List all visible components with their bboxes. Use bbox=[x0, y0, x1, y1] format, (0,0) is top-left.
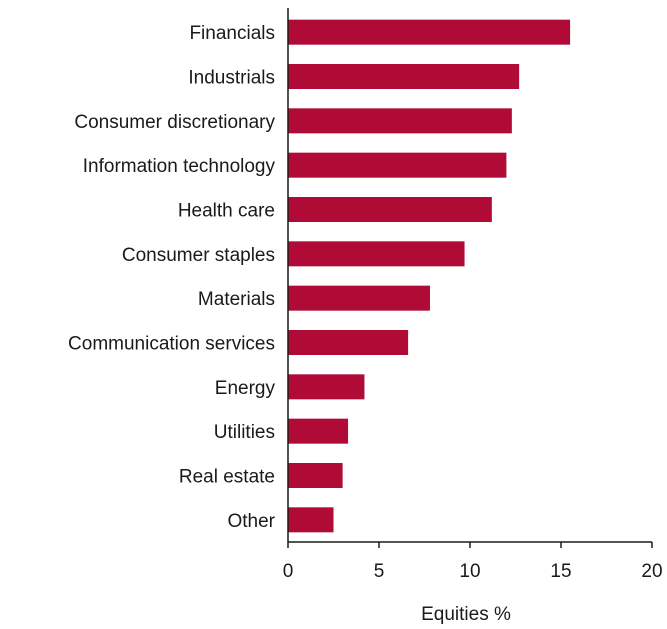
bar-materials bbox=[288, 285, 430, 311]
category-label: Consumer discretionary bbox=[74, 112, 275, 133]
bar-energy bbox=[288, 374, 365, 400]
category-label: Other bbox=[227, 511, 275, 532]
bar-information-technology bbox=[288, 152, 507, 178]
category-labels: Financials Industrials Consumer discretion… bbox=[68, 23, 276, 532]
category-label: Materials bbox=[198, 289, 275, 310]
category-label: Consumer staples bbox=[122, 245, 275, 266]
bar-industrials bbox=[288, 64, 520, 89]
bar-health-care bbox=[288, 197, 492, 222]
bar-utilities bbox=[288, 418, 349, 444]
x-tick-label: 0 bbox=[283, 561, 294, 582]
bar-other bbox=[288, 507, 334, 533]
category-label: Communication services bbox=[68, 334, 275, 355]
category-label: Industrials bbox=[188, 68, 275, 89]
category-label: Utilities bbox=[214, 422, 275, 443]
category-label: Information technology bbox=[83, 156, 276, 177]
category-label: Energy bbox=[215, 378, 276, 399]
bar-communication-services bbox=[288, 330, 409, 355]
x-tick-label: 20 bbox=[641, 561, 662, 582]
category-label: Health care bbox=[178, 201, 275, 222]
bar-consumer-staples bbox=[288, 241, 465, 267]
bar-real-estate bbox=[288, 463, 343, 488]
x-ticks: 0 5 10 15 20 bbox=[283, 542, 663, 582]
bar-consumer-discretionary bbox=[288, 108, 512, 134]
x-tick-label: 15 bbox=[550, 561, 571, 582]
bars-group bbox=[288, 19, 571, 533]
x-tick-label: 10 bbox=[459, 561, 480, 582]
x-tick-label: 5 bbox=[374, 561, 385, 582]
category-label: Financials bbox=[189, 23, 275, 44]
category-label: Real estate bbox=[179, 467, 275, 488]
x-axis-title: Equities % bbox=[421, 604, 511, 625]
bar-financials bbox=[288, 19, 571, 45]
